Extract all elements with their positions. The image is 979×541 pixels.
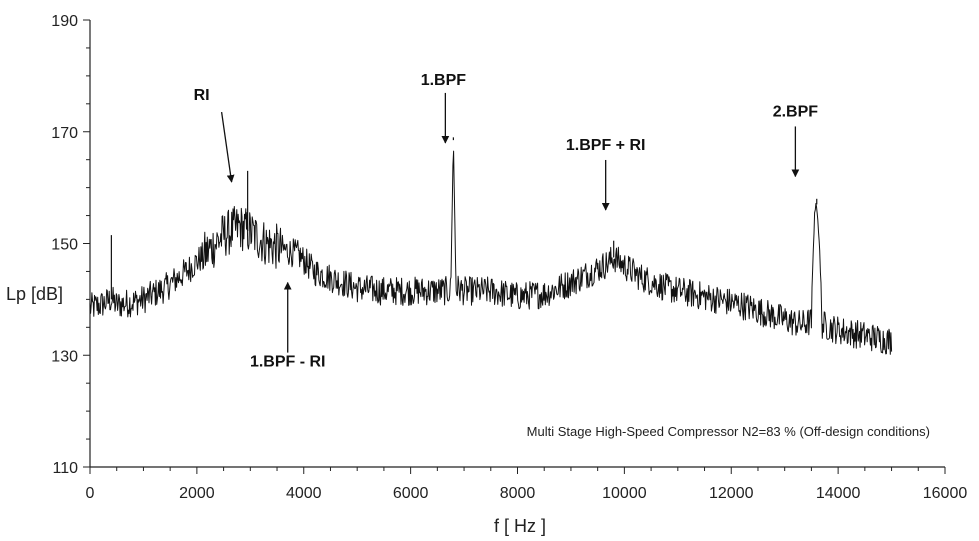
x-tick-label: 4000	[286, 485, 322, 502]
x-tick-label: 0	[86, 485, 95, 502]
x-tick-label: 8000	[500, 485, 536, 502]
y-tick-label: 170	[51, 125, 78, 142]
annotation-arrow	[220, 111, 235, 183]
x-tick-label: 6000	[393, 485, 429, 502]
y-axis-title: Lp [dB]	[6, 284, 63, 304]
chart-note: Multi Stage High-Speed Compressor N2=83 …	[527, 424, 930, 439]
x-tick-label: 14000	[816, 485, 861, 502]
x-tick-label: 2000	[179, 485, 215, 502]
annotation-label: 2.BPF	[773, 103, 819, 120]
x-tick-label: 16000	[923, 485, 968, 502]
annotation-label: RI	[194, 87, 210, 104]
annotation-label: 1.BPF	[421, 72, 467, 89]
y-tick-label: 110	[52, 460, 78, 477]
x-ticks: 0 2000 4000 6000 8000 10000 12000 14000 16000	[86, 467, 968, 502]
annotation-label: 1.BPF + RI	[566, 137, 646, 154]
y-tick-label: 190	[51, 13, 78, 30]
x-axis-title: f [ Hz ]	[494, 516, 546, 536]
y-tick-label: 150	[51, 237, 78, 254]
y-ticks: 110 130 150 170 190	[51, 13, 90, 477]
annotation-label: 1.BPF - RI	[250, 354, 326, 371]
peak-annotations: RI 1.BPF 1.BPF + RI 2.BPF 1.BPF - RI	[194, 72, 819, 371]
spectrum-line	[89, 150, 893, 355]
axes: 0 2000 4000 6000 8000 10000 12000 14000 16000 11…	[51, 13, 967, 502]
x-tick-label: 10000	[602, 485, 647, 502]
x-tick-label: 12000	[709, 485, 754, 502]
y-tick-label: 130	[51, 348, 78, 365]
spectral-spikes	[110, 137, 818, 300]
